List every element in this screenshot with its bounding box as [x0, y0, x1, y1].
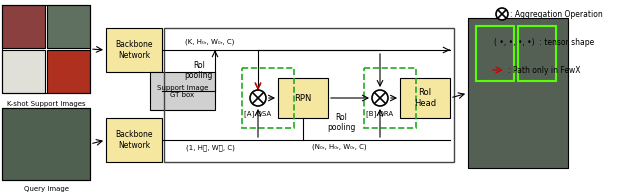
Text: RoI
pooling: RoI pooling [184, 61, 213, 80]
Bar [364, 68, 416, 128]
Text: : Path only in FewX: : Path only in FewX [508, 65, 580, 74]
Circle shape [250, 90, 266, 106]
Bar [47, 50, 90, 93]
Text: Query Image: Query Image [24, 186, 68, 192]
Bar [278, 78, 328, 118]
Bar [2, 108, 90, 180]
Text: (K, H₀ᵣ, W₀ᵣ, C): (K, H₀ᵣ, W₀ᵣ, C) [186, 38, 235, 45]
Bar [518, 26, 556, 81]
Bar [150, 72, 215, 110]
Text: ( •, •, •, •)  : tensor shape: ( •, •, •, •) : tensor shape [494, 37, 595, 46]
Text: [B] QRA: [B] QRA [367, 110, 394, 117]
Circle shape [372, 90, 388, 106]
Bar [400, 78, 450, 118]
Text: Support Image
GT box: Support Image GT box [157, 84, 208, 97]
Text: : Aggregation Operation: : Aggregation Operation [510, 9, 603, 18]
Text: RPN: RPN [294, 93, 312, 103]
Bar [2, 50, 45, 93]
Bar [2, 5, 45, 48]
Text: RoI
Head: RoI Head [414, 88, 436, 108]
Bar [2, 108, 90, 180]
Bar [106, 28, 162, 72]
Bar [242, 68, 294, 128]
Bar [468, 18, 568, 168]
Bar [47, 5, 90, 48]
Text: [A] QSA: [A] QSA [244, 110, 271, 117]
Text: Backbone
Network: Backbone Network [115, 40, 153, 60]
Text: K-shot Support Images: K-shot Support Images [6, 101, 85, 107]
Text: RoI
pooling: RoI pooling [327, 113, 356, 132]
Text: Backbone
Network: Backbone Network [115, 130, 153, 150]
Bar [2, 5, 90, 93]
Circle shape [496, 8, 508, 20]
Text: (N₀ᵣ, H₀ᵣ, W₀ᵣ, C): (N₀ᵣ, H₀ᵣ, W₀ᵣ, C) [312, 144, 366, 151]
Bar [468, 18, 568, 168]
Bar [164, 28, 454, 162]
Bar [476, 26, 514, 81]
Text: (1, Hᵹ, Wᵹ, C): (1, Hᵹ, Wᵹ, C) [186, 144, 234, 151]
Bar [106, 118, 162, 162]
